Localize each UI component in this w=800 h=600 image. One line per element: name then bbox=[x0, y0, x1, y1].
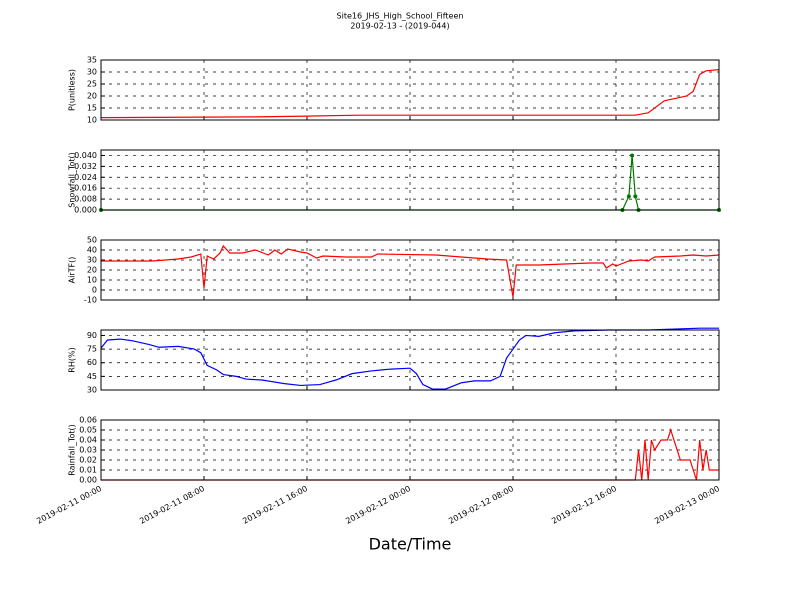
y-tick-label: 30 bbox=[87, 386, 97, 395]
plot-frame bbox=[100, 419, 720, 481]
y-tick-label: 20 bbox=[87, 92, 97, 101]
y-tick-label: 0.016 bbox=[74, 184, 97, 193]
x-tick-label: 2019-02-11 08:00 bbox=[138, 484, 206, 526]
x-tick-label: 2019-02-11 00:00 bbox=[35, 484, 103, 526]
plot-frame bbox=[100, 329, 720, 391]
plot-frame bbox=[100, 149, 720, 211]
y-tick-label: 75 bbox=[87, 345, 97, 354]
y-axis-label: RH(%) bbox=[68, 347, 77, 372]
x-tick-label: 2019-02-12 00:00 bbox=[344, 484, 412, 526]
x-tick-label: 2019-02-13 00:00 bbox=[653, 484, 721, 526]
y-tick-label: 0.000 bbox=[74, 206, 97, 215]
chart-title: Site16_JHS_High_School_Fifteen bbox=[337, 12, 464, 21]
y-tick-label: 30 bbox=[87, 256, 97, 265]
x-tick-label: 2019-02-12 08:00 bbox=[447, 484, 515, 526]
data-point bbox=[626, 194, 631, 199]
y-tick-label: 0.00 bbox=[79, 476, 97, 485]
y-tick-label: 0.040 bbox=[74, 151, 97, 160]
y-tick-label: 0.06 bbox=[79, 416, 97, 425]
y-tick-label: 0.03 bbox=[79, 446, 97, 455]
y-tick-label: 0.05 bbox=[79, 426, 97, 435]
data-point bbox=[630, 153, 635, 158]
y-tick-label: 0.024 bbox=[74, 173, 97, 182]
y-tick-label: 50 bbox=[87, 236, 97, 245]
y-tick-label: 20 bbox=[87, 266, 97, 275]
plot-frame bbox=[100, 59, 720, 121]
x-axis-label: Date/Time bbox=[369, 535, 452, 554]
y-tick-label: 90 bbox=[87, 331, 97, 340]
y-tick-label: 15 bbox=[87, 104, 97, 113]
data-line bbox=[100, 69, 720, 119]
y-tick-label: 25 bbox=[87, 80, 97, 89]
y-tick-label: 0.032 bbox=[74, 162, 97, 171]
y-tick-label: 0.01 bbox=[79, 466, 97, 475]
y-axis-label: Snowfall_Tot() bbox=[68, 152, 77, 208]
y-tick-label: 45 bbox=[87, 372, 97, 381]
y-tick-label: 0.04 bbox=[79, 436, 97, 445]
x-tick-label: 2019-02-12 16:00 bbox=[550, 484, 618, 526]
y-tick-label: -10 bbox=[84, 296, 97, 305]
y-tick-label: 10 bbox=[87, 276, 97, 285]
y-tick-label: 40 bbox=[87, 246, 97, 255]
y-tick-label: 35 bbox=[87, 56, 97, 65]
y-axis-label: P(unitless) bbox=[68, 69, 77, 111]
y-tick-label: 10 bbox=[87, 116, 97, 125]
plot-frame bbox=[100, 239, 720, 301]
data-point bbox=[633, 194, 638, 199]
data-line bbox=[101, 244, 720, 298]
y-axis-label: AirTF() bbox=[68, 257, 77, 284]
y-axis-label: Rainfall_Tot() bbox=[68, 424, 77, 476]
y-tick-label: 30 bbox=[87, 68, 97, 77]
y-tick-label: 60 bbox=[87, 358, 97, 367]
chart-subtitle: 2019-02-13 - (2019-044) bbox=[350, 22, 449, 31]
y-tick-label: 0 bbox=[92, 286, 97, 295]
y-tick-label: 0.008 bbox=[74, 195, 97, 204]
data-line bbox=[100, 327, 719, 390]
y-tick-label: 0.02 bbox=[79, 456, 97, 465]
x-tick-label: 2019-02-11 16:00 bbox=[241, 484, 309, 526]
